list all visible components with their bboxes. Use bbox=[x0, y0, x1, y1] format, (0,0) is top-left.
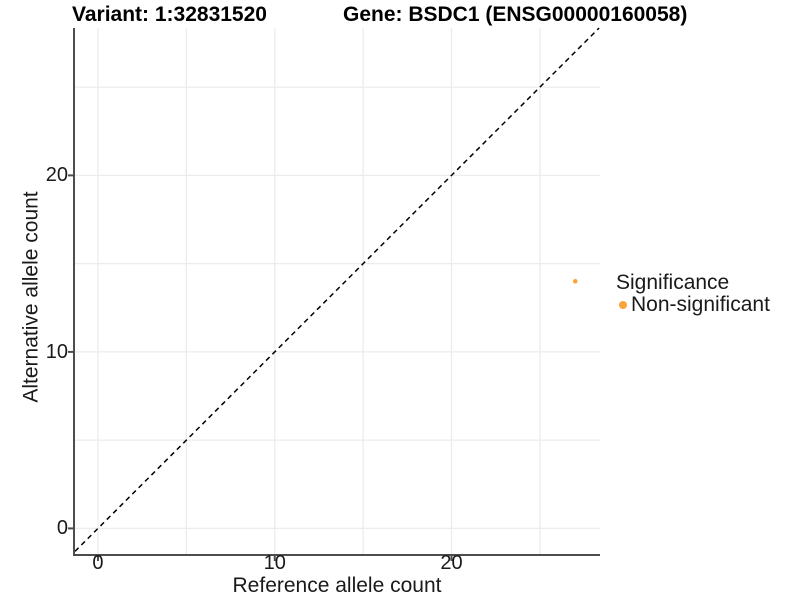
x-axis-title: Reference allele count bbox=[232, 574, 442, 597]
legend-title: Significance bbox=[616, 271, 730, 294]
data-point bbox=[572, 278, 578, 284]
y-tick-label: 20 bbox=[45, 164, 68, 187]
non-significant-point-icon bbox=[619, 300, 627, 309]
x-tick-label: 10 bbox=[263, 552, 286, 574]
legend: Significance Non-significant bbox=[616, 272, 770, 315]
y-axis-title: Alternative allele count bbox=[19, 191, 43, 403]
y-tick-label: 0 bbox=[56, 517, 68, 540]
legend-item-non-significant: Non-significant bbox=[616, 294, 770, 315]
identity-dashed-line bbox=[74, 27, 600, 552]
y-tick-label: 10 bbox=[45, 340, 68, 363]
legend-item-label: Non-significant bbox=[631, 293, 770, 316]
variant-title: Variant: 1:32831520 bbox=[72, 3, 267, 26]
gene-title: Gene: BSDC1 (ENSG00000160058) bbox=[343, 3, 688, 26]
x-tick-label: 20 bbox=[440, 552, 463, 574]
x-tick-label: 0 bbox=[92, 552, 104, 574]
